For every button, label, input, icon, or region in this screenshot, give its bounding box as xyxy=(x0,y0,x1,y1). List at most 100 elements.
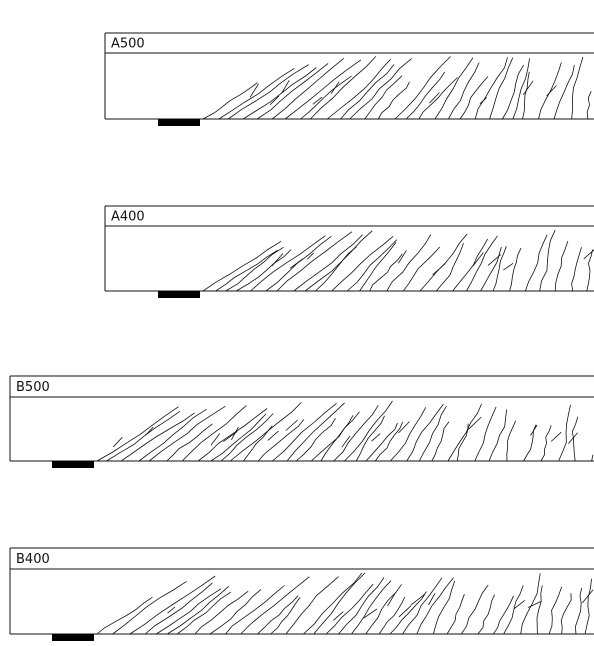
crack xyxy=(347,240,397,291)
crack xyxy=(460,77,488,120)
crack xyxy=(490,58,513,119)
crack xyxy=(294,235,363,291)
crack xyxy=(366,584,402,634)
crack xyxy=(281,80,289,93)
crack xyxy=(551,432,561,441)
crack xyxy=(399,606,411,617)
crack xyxy=(243,68,316,120)
crack xyxy=(168,607,176,613)
crack xyxy=(310,56,376,119)
crack xyxy=(219,68,294,119)
crack xyxy=(561,593,571,634)
crack xyxy=(481,247,502,291)
crack xyxy=(475,407,496,461)
crack xyxy=(378,82,409,119)
crack xyxy=(139,409,207,461)
beam: A500 xyxy=(105,33,594,126)
crack xyxy=(326,584,373,634)
crack xyxy=(333,612,343,621)
crack xyxy=(572,57,583,119)
crack xyxy=(106,411,179,461)
crack xyxy=(507,421,516,461)
crack xyxy=(332,236,393,291)
crack xyxy=(432,422,449,461)
crack xyxy=(228,65,308,119)
crack xyxy=(257,63,328,119)
beam: B400 xyxy=(10,548,594,641)
crack xyxy=(585,579,591,634)
crack xyxy=(541,425,551,461)
crack xyxy=(554,65,574,119)
page: {"beams": [{"label": "A500"}, {"label": … xyxy=(0,0,594,646)
crack xyxy=(268,431,279,440)
crack xyxy=(314,573,365,634)
beam-label: B500 xyxy=(16,380,50,395)
crack xyxy=(433,264,446,275)
crack xyxy=(453,239,488,291)
support xyxy=(158,291,200,298)
crack xyxy=(547,86,557,97)
crack xyxy=(272,58,344,119)
crack xyxy=(230,402,301,461)
crack xyxy=(203,83,258,119)
crack xyxy=(285,60,361,119)
crack xyxy=(307,253,314,260)
crack xyxy=(540,230,556,291)
crack xyxy=(592,455,593,461)
support xyxy=(158,119,200,126)
crack xyxy=(480,98,487,104)
crack xyxy=(406,72,445,119)
crack xyxy=(130,576,215,634)
crack xyxy=(417,578,454,634)
crack xyxy=(572,417,577,461)
crack xyxy=(555,241,568,291)
crack xyxy=(587,91,591,119)
crack xyxy=(448,404,482,461)
crack xyxy=(531,425,538,436)
crack xyxy=(461,585,488,634)
crack xyxy=(576,588,582,634)
crack xyxy=(572,247,582,291)
crack xyxy=(156,589,221,634)
crack xyxy=(287,403,345,461)
crack xyxy=(350,59,412,119)
crack-pattern-figure: A500 A400 B500 B400 xyxy=(0,0,594,646)
crack xyxy=(447,594,464,634)
crack xyxy=(403,247,440,291)
crack xyxy=(510,248,521,291)
crack xyxy=(272,253,283,266)
beam-label: A500 xyxy=(111,37,145,52)
crack xyxy=(271,597,301,634)
crack xyxy=(549,587,562,634)
crack xyxy=(113,581,187,634)
crack xyxy=(305,231,372,291)
crack xyxy=(341,65,394,120)
crack xyxy=(537,585,542,634)
crack xyxy=(375,422,402,461)
crack xyxy=(419,406,446,461)
crack xyxy=(258,420,304,462)
beam-label: A400 xyxy=(111,210,145,225)
crack xyxy=(331,82,339,94)
crack xyxy=(250,84,258,98)
crack xyxy=(475,57,507,119)
crack xyxy=(145,427,153,435)
crack xyxy=(177,592,231,634)
crack xyxy=(290,259,303,268)
crack xyxy=(478,595,495,635)
crack xyxy=(584,248,594,259)
crack xyxy=(493,596,513,634)
crack xyxy=(488,254,501,265)
beam: A400 xyxy=(105,206,594,298)
beam-label: B400 xyxy=(16,552,50,567)
crack xyxy=(226,586,285,635)
crack xyxy=(370,254,403,291)
crack xyxy=(167,586,229,634)
support xyxy=(52,461,94,468)
crack xyxy=(241,577,310,634)
crack xyxy=(436,243,463,291)
crack xyxy=(523,72,530,119)
crack xyxy=(467,236,498,291)
crack xyxy=(97,407,179,461)
crack xyxy=(407,404,444,461)
